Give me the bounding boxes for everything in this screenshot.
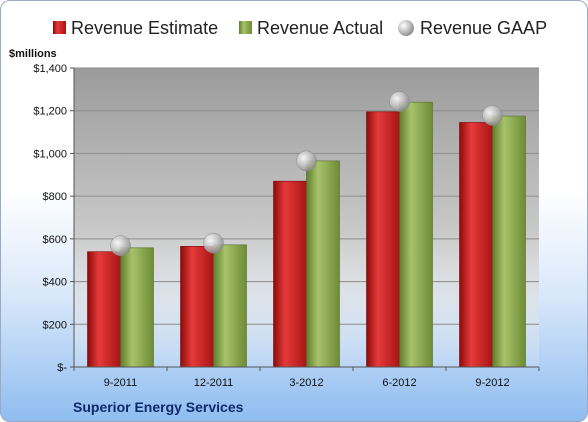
bar-estimate bbox=[273, 180, 307, 368]
y-tick-label: $600 bbox=[43, 234, 67, 246]
bar-actual bbox=[399, 101, 433, 368]
x-tick-label: 9-2011 bbox=[104, 377, 137, 389]
bar-actual bbox=[120, 247, 154, 368]
bar-actual bbox=[213, 244, 247, 368]
unit-label: $millions bbox=[9, 48, 57, 60]
bar-estimate bbox=[459, 122, 493, 368]
gaap-marker bbox=[203, 232, 224, 254]
gaap-marker bbox=[296, 150, 317, 172]
gaap-marker bbox=[110, 235, 131, 256]
y-tick-label: $- bbox=[57, 362, 67, 374]
y-tick-label: $400 bbox=[43, 277, 67, 289]
bar-estimate bbox=[180, 246, 214, 368]
x-tick-label: 6-2012 bbox=[382, 377, 416, 389]
x-tick-label: 12-2011 bbox=[194, 377, 234, 389]
y-axis: $- $200 $400 $600 $800 $1,000 $1,200 $1,400 bbox=[33, 63, 75, 374]
x-axis: 9-2011 12-2011 3-2012 6-2012 9-2012 bbox=[73, 366, 540, 389]
legend-swatch-estimate bbox=[53, 21, 66, 34]
x-tick-label: 9-2012 bbox=[475, 377, 509, 389]
legend-label-estimate: Revenue Estimate bbox=[71, 18, 218, 38]
bar-estimate bbox=[366, 111, 400, 368]
bar-estimate bbox=[87, 251, 121, 368]
y-tick-label: $200 bbox=[43, 319, 67, 331]
gaap-markers bbox=[110, 91, 503, 256]
legend-marker-gaap bbox=[398, 20, 414, 36]
x-tick-label: 3-2012 bbox=[289, 377, 323, 389]
company-name: Superior Energy Services bbox=[73, 399, 244, 415]
legend-label-gaap: Revenue GAAP bbox=[420, 18, 547, 38]
y-tick-label: $800 bbox=[43, 191, 67, 203]
y-tick-label: $1,400 bbox=[33, 63, 67, 75]
y-tick-label: $1,200 bbox=[33, 106, 67, 118]
gaap-marker bbox=[482, 105, 503, 126]
legend: Revenue Estimate Revenue Actual Revenue … bbox=[53, 18, 547, 38]
bars bbox=[87, 101, 526, 368]
gaap-marker bbox=[389, 91, 410, 112]
y-tick-label: $1,000 bbox=[33, 148, 67, 160]
legend-label-actual: Revenue Actual bbox=[257, 18, 383, 38]
legend-swatch-actual bbox=[239, 21, 252, 34]
bar-actual bbox=[306, 160, 340, 368]
bar-actual bbox=[492, 115, 526, 368]
